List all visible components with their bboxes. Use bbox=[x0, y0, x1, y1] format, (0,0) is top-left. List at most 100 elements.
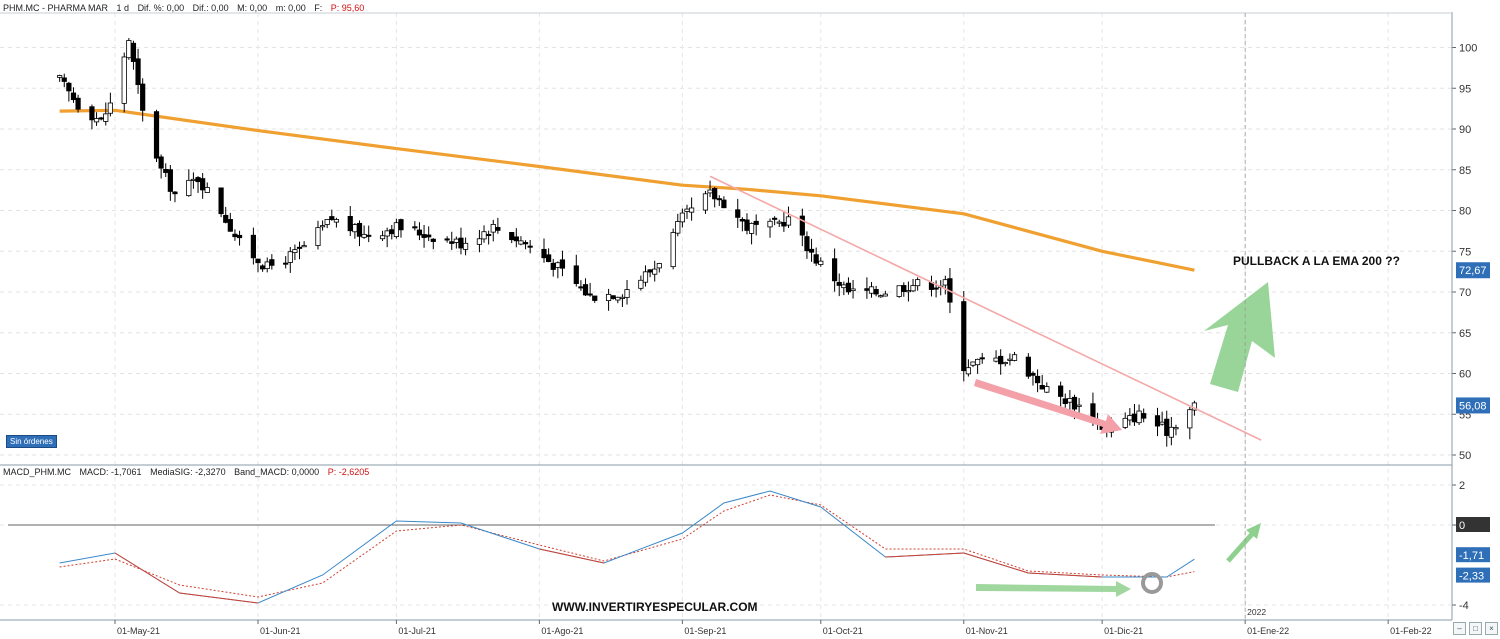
price-tick-label: 85 bbox=[1459, 165, 1471, 177]
signal-value-label-bg bbox=[1456, 567, 1490, 583]
candle-bull bbox=[107, 102, 113, 114]
interval-label: 1 d bbox=[116, 3, 130, 13]
close-icon[interactable]: × bbox=[1485, 622, 1498, 635]
macd-up-arrow-line bbox=[1226, 531, 1255, 563]
watermark: WWW.INVERTIRYESPECULAR.COM bbox=[552, 600, 758, 614]
candle-bear bbox=[347, 216, 353, 232]
candle-bull bbox=[393, 222, 399, 238]
candle-bear bbox=[232, 233, 238, 238]
candle-bull bbox=[818, 260, 824, 265]
candle-bear bbox=[70, 92, 77, 101]
candle-bull bbox=[965, 367, 971, 375]
price-tick-label: 80 bbox=[1459, 206, 1471, 218]
candle-bull bbox=[896, 285, 902, 297]
candle-bull bbox=[878, 295, 884, 298]
candle-bull bbox=[204, 187, 210, 193]
ema-value-label-bg bbox=[1456, 262, 1490, 279]
candle-bull bbox=[679, 212, 685, 223]
diff-pct-label: Dif. %: 0,00 bbox=[137, 3, 185, 13]
candle-bull bbox=[264, 261, 270, 270]
candle-bull bbox=[905, 290, 912, 293]
candle-bear bbox=[495, 227, 501, 231]
candle-bear bbox=[458, 237, 464, 249]
candle-bull bbox=[315, 227, 321, 246]
candle-bull bbox=[675, 221, 681, 234]
candle-bear bbox=[1141, 413, 1147, 419]
candle-bear bbox=[836, 281, 842, 286]
macd-negative-segment bbox=[963, 552, 1029, 574]
candle-bull bbox=[684, 208, 690, 212]
symbol-label: PHM.MC - PHARMA MAR bbox=[3, 3, 109, 13]
candle-bear bbox=[389, 229, 395, 235]
candle-bull bbox=[453, 238, 459, 243]
candle-bull bbox=[910, 285, 916, 292]
save-icon[interactable]: □ bbox=[1469, 622, 1482, 635]
candle-bull bbox=[882, 293, 888, 297]
candle-bull bbox=[333, 219, 340, 223]
candle-bear bbox=[546, 254, 552, 263]
candle-bear bbox=[873, 289, 879, 295]
macd-green-arrow bbox=[976, 581, 1131, 597]
macd-negative-segment bbox=[539, 548, 605, 564]
x-tick-label: 01-Jul-21 bbox=[398, 626, 436, 636]
candle-bull bbox=[624, 289, 630, 298]
candle-bear bbox=[153, 111, 160, 159]
candle-bear bbox=[444, 238, 450, 241]
candle-bear bbox=[135, 58, 141, 86]
candle-bear bbox=[426, 234, 432, 238]
candle-bull bbox=[1011, 354, 1018, 361]
candle-bear bbox=[1034, 375, 1041, 384]
candle-bull bbox=[1076, 404, 1082, 407]
candle-bear bbox=[716, 198, 722, 201]
candle-bull bbox=[748, 222, 755, 234]
candle-bear bbox=[398, 219, 404, 231]
candle-bull bbox=[841, 284, 847, 289]
price-tick-label: 100 bbox=[1459, 43, 1477, 55]
candle-bear bbox=[269, 259, 275, 266]
macd-up-arrow bbox=[1226, 523, 1261, 563]
price-header: PHM.MC - PHARMA MAR 1 d Dif. %: 0,00 Dif… bbox=[3, 3, 370, 13]
candle-bear bbox=[781, 221, 787, 227]
candle-bull bbox=[126, 40, 132, 59]
candle-bull bbox=[287, 251, 293, 263]
candle-bear bbox=[430, 238, 436, 242]
candle-bull bbox=[670, 232, 676, 268]
ema-200-polyline bbox=[59, 108, 1195, 272]
macd-header: MACD_PHM.MC MACD: -1,7061 MediaSIG: -2,3… bbox=[3, 467, 375, 477]
candle-bear bbox=[541, 248, 547, 259]
candle-bear bbox=[799, 215, 805, 236]
price-tick-label: 65 bbox=[1459, 328, 1471, 340]
down-arrow-shape bbox=[974, 379, 1122, 434]
candle-bear bbox=[772, 217, 778, 220]
candle-bull bbox=[379, 235, 386, 240]
no-orders-badge[interactable]: Sin órdenes bbox=[6, 435, 57, 448]
candle-bull bbox=[1136, 410, 1142, 424]
candle-bull bbox=[518, 240, 524, 245]
macd-lines bbox=[59, 490, 1195, 604]
minimize-icon[interactable]: – bbox=[1453, 622, 1466, 635]
candle-bear bbox=[223, 214, 229, 223]
candle-bull bbox=[57, 75, 63, 78]
candle-bull bbox=[324, 219, 330, 225]
candle-bear bbox=[509, 232, 515, 241]
candle-bear bbox=[864, 288, 870, 291]
macd-tick-label: -4 bbox=[1459, 600, 1469, 612]
candle-bull bbox=[776, 221, 782, 224]
f-label: F: bbox=[314, 3, 323, 13]
candle-bear bbox=[1131, 413, 1138, 423]
candle-bull bbox=[319, 225, 326, 228]
candle-bear bbox=[592, 295, 598, 301]
candle-bear bbox=[1039, 384, 1045, 390]
candle-bear bbox=[961, 301, 967, 372]
candle-bull bbox=[656, 263, 662, 269]
candle-bull bbox=[103, 113, 109, 122]
candle-bear bbox=[522, 242, 529, 245]
candle-bull bbox=[975, 358, 981, 366]
candle-bull bbox=[301, 245, 307, 248]
candle-bull bbox=[707, 189, 713, 194]
candle-bear bbox=[255, 258, 261, 264]
candle-bear bbox=[356, 222, 363, 237]
candle-bear bbox=[421, 234, 427, 238]
candle-bull bbox=[868, 286, 875, 294]
